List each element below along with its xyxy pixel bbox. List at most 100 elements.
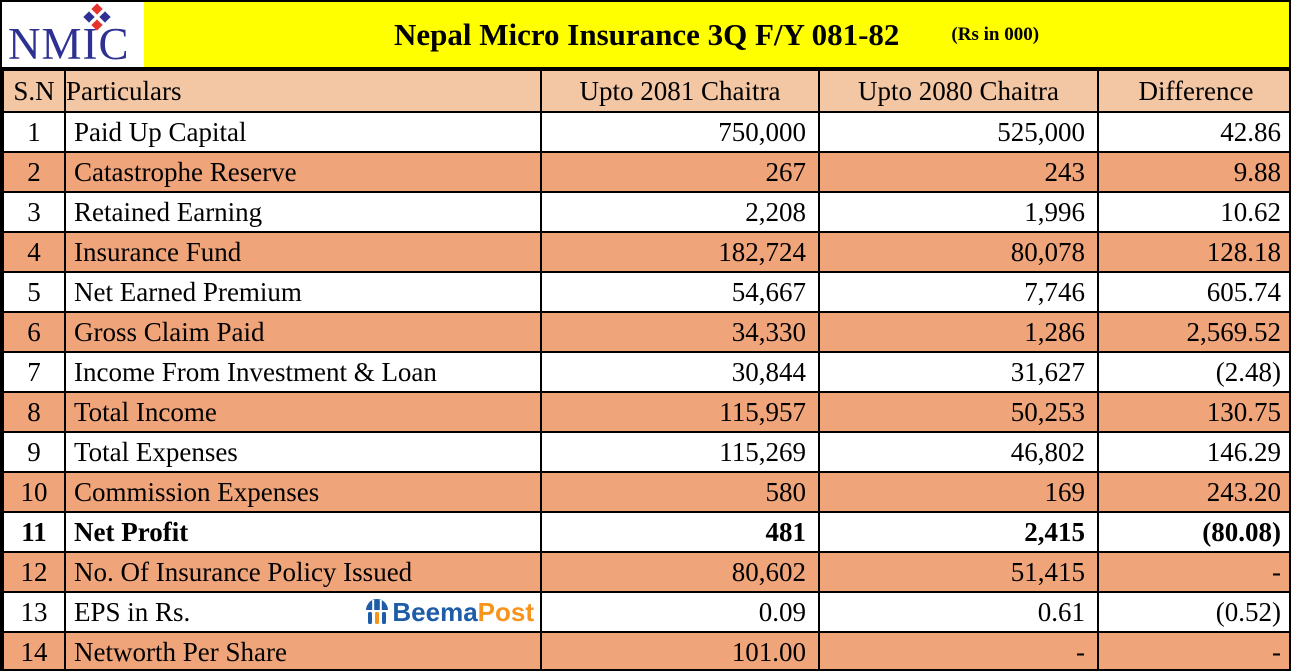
particular-cell: Insurance Fund xyxy=(64,231,542,273)
value-2081-cell: 54,667 xyxy=(540,271,820,313)
beema-wordmark: Beema xyxy=(392,597,478,627)
sn-cell: 13 xyxy=(2,591,66,633)
particular-cell: EPS in Rs. Beema Post xyxy=(64,591,542,633)
difference-cell: 9.88 xyxy=(1097,151,1289,193)
diamond-red-bottom-icon xyxy=(91,19,103,31)
particular-cell: Total Income xyxy=(64,391,542,433)
difference-cell: - xyxy=(1097,631,1289,669)
diamond-red-top-icon xyxy=(91,3,103,15)
difference-cell: (0.52) xyxy=(1097,591,1289,633)
table-row: 11 Net Profit 481 2,415 (80.08) xyxy=(2,511,1289,553)
difference-cell: 42.86 xyxy=(1097,111,1289,153)
difference-cell: 130.75 xyxy=(1097,391,1289,433)
table-row: 2 Catastrophe Reserve 267 243 9.88 xyxy=(2,151,1289,193)
value-2081-cell: 30,844 xyxy=(540,351,820,393)
column-header-sn: S.N xyxy=(2,69,66,113)
column-header-particulars: Particulars xyxy=(64,69,542,113)
value-2080-cell: 243 xyxy=(818,151,1099,193)
sn-cell: 7 xyxy=(2,351,66,393)
financials-table: S.N Particulars Upto 2081 Chaitra Upto 2… xyxy=(2,69,1289,669)
umbrella-icon xyxy=(366,599,389,624)
sn-cell: 10 xyxy=(2,471,66,513)
value-2080-cell: 169 xyxy=(818,471,1099,513)
difference-cell: (2.48) xyxy=(1097,351,1289,393)
value-2080-cell: 50,253 xyxy=(818,391,1099,433)
particular-cell: Commission Expenses xyxy=(64,471,542,513)
table-row: 6 Gross Claim Paid 34,330 1,286 2,569.52 xyxy=(2,311,1289,353)
table-row: 7 Income From Investment & Loan 30,844 31,6… xyxy=(2,351,1289,393)
value-2080-cell: - xyxy=(818,631,1099,669)
sn-cell: 1 xyxy=(2,111,66,153)
table-row: 9 Total Expenses 115,269 46,802 146.29 xyxy=(2,431,1289,473)
sn-cell: 12 xyxy=(2,551,66,593)
difference-cell: 146.29 xyxy=(1097,431,1289,473)
sn-cell: 14 xyxy=(2,631,66,669)
unit-note: (Rs in 000) xyxy=(951,23,1040,45)
particular-cell: Paid Up Capital xyxy=(64,111,542,153)
particular-cell: Retained Earning xyxy=(64,191,542,233)
beemapost-logo: Beema Post xyxy=(365,598,534,626)
difference-cell: 128.18 xyxy=(1097,231,1289,273)
table-row: 3 Retained Earning 2,208 1,996 10.62 xyxy=(2,191,1289,233)
column-header-upto-2081: Upto 2081 Chaitra xyxy=(540,69,820,113)
table-row: 1 Paid Up Capital 750,000 525,000 42.86 xyxy=(2,111,1289,153)
table-row: 13 EPS in Rs. Beema Post 0.09 0.61 (0.52) xyxy=(2,591,1289,633)
sn-cell: 6 xyxy=(2,311,66,353)
difference-cell: 605.74 xyxy=(1097,271,1289,313)
sn-cell: 11 xyxy=(2,511,66,553)
particular-label: EPS in Rs. xyxy=(74,596,191,627)
difference-cell: 10.62 xyxy=(1097,191,1289,233)
value-2081-cell: 750,000 xyxy=(540,111,820,153)
difference-cell: 243.20 xyxy=(1097,471,1289,513)
value-2081-cell: 2,208 xyxy=(540,191,820,233)
table-row: 14 Networth Per Share 101.00- - xyxy=(2,631,1289,669)
nmic-logo: NMIC xyxy=(2,2,144,67)
diamond-blue-left-icon xyxy=(83,11,95,23)
table-row: 12 No. Of Insurance Policy Issued 80,602 51… xyxy=(2,551,1289,593)
particular-cell: Income From Investment & Loan xyxy=(64,351,542,393)
particular-cell: Gross Claim Paid xyxy=(64,311,542,353)
table-row: 10 Commission Expenses 580 169 243.20 xyxy=(2,471,1289,513)
value-2081-cell: 80,602 xyxy=(540,551,820,593)
column-header-difference: Difference xyxy=(1097,69,1289,113)
particular-cell: Catastrophe Reserve xyxy=(64,151,542,193)
table-row: 8 Total Income 115,957 50,253 130.75 xyxy=(2,391,1289,433)
value-2081-cell: 101.00 xyxy=(540,631,820,669)
difference-cell: (80.08) xyxy=(1097,511,1289,553)
particular-cell: Total Expenses xyxy=(64,431,542,473)
nmic-logo-text: NMIC xyxy=(8,19,130,69)
title-yellow-band: Nepal Micro Insurance 3Q F/Y 081-82 (Rs … xyxy=(144,2,1289,67)
sn-cell: 5 xyxy=(2,271,66,313)
table-body: 1 Paid Up Capital 750,000 525,000 42.86 2 Cata… xyxy=(2,111,1289,669)
value-2080-cell: 1,996 xyxy=(818,191,1099,233)
column-header-upto-2080: Upto 2080 Chaitra xyxy=(818,69,1099,113)
header-row: S.N Particulars Upto 2081 Chaitra Upto 2… xyxy=(2,69,1289,113)
nmic-diamond-icon xyxy=(83,3,111,31)
page-title: Nepal Micro Insurance 3Q F/Y 081-82 xyxy=(393,16,900,52)
post-wordmark: Post xyxy=(477,597,534,627)
diamond-blue-right-icon xyxy=(99,11,111,23)
difference-cell: 2,569.52 xyxy=(1097,311,1289,353)
sn-cell: 3 xyxy=(2,191,66,233)
value-2081-cell: 34,330 xyxy=(540,311,820,353)
sn-cell: 2 xyxy=(2,151,66,193)
value-2081-cell: 115,957 xyxy=(540,391,820,433)
value-2080-cell: 80,078 xyxy=(818,231,1099,273)
value-2081-cell: 115,269 xyxy=(540,431,820,473)
value-2080-cell: 46,802 xyxy=(818,431,1099,473)
particular-cell: No. Of Insurance Policy Issued xyxy=(64,551,542,593)
value-2080-cell: 51,415 xyxy=(818,551,1099,593)
value-2081-cell: 481 xyxy=(540,511,820,553)
value-2080-cell: 2,415 xyxy=(818,511,1099,553)
particular-cell: Networth Per Share xyxy=(64,631,542,669)
value-2080-cell: 1,286 xyxy=(818,311,1099,353)
value-2081-cell: 182,724 xyxy=(540,231,820,273)
table-header: S.N Particulars Upto 2081 Chaitra Upto 2… xyxy=(2,69,1289,113)
value-2080-cell: 7,746 xyxy=(818,271,1099,313)
value-2081-cell: 267 xyxy=(540,151,820,193)
table-row: 5 Net Earned Premium 54,667 7,746 605.74 xyxy=(2,271,1289,313)
table-row: 4 Insurance Fund 182,724 80,078 128.18 xyxy=(2,231,1289,273)
value-2080-cell: 0.61 xyxy=(818,591,1099,633)
particular-cell: Net Earned Premium xyxy=(64,271,542,313)
